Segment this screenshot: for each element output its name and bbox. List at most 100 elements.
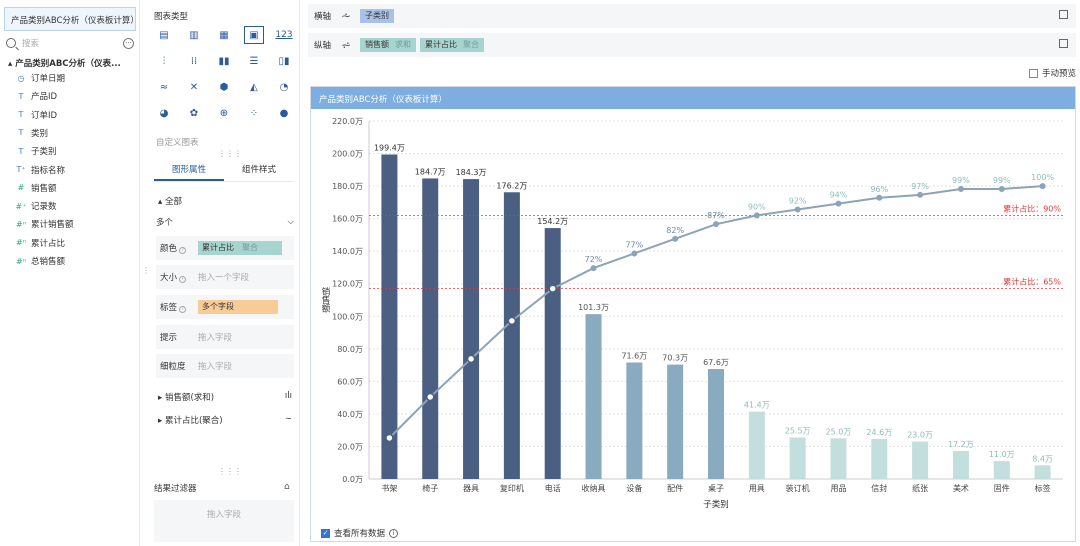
field-item[interactable]: #ⁿ 累计销售额 (14, 217, 74, 231)
y-tick-label: 180.0万 (332, 182, 363, 191)
pie-chart-icon[interactable]: ◕ (159, 107, 169, 119)
view-all-data[interactable]: ✓ 查看所有数据 i (321, 527, 399, 539)
size-property[interactable]: 大小? 拖入一个字段 (156, 265, 294, 289)
field-item[interactable]: # 销售额 (14, 181, 57, 195)
bar-value-label: 70.3万 (662, 354, 688, 363)
measure-sales-sum[interactable]: ▸ 销售额(求和) ılı (158, 391, 292, 403)
drag-handle-icon[interactable]: ⋮⋮⋮ (218, 149, 242, 158)
y-axis-field-pill-sales[interactable]: 销售额 求和 (360, 38, 416, 52)
custom-chart-label[interactable]: 自定义图表 (156, 138, 199, 148)
map-chart-icon[interactable]: ⊕ (219, 107, 229, 119)
tab-graphic-properties[interactable]: 图形属性 (154, 160, 224, 181)
filter-drop-zone[interactable]: 拖入字段 (154, 500, 294, 542)
result-filter-title: 结果过滤器 (154, 484, 197, 494)
field-item[interactable]: #ⁿ 累计占比 (14, 236, 65, 250)
help-icon: ? (179, 306, 187, 313)
color-field-pill[interactable]: 累计占比 聚合 (198, 241, 282, 255)
gauge-chart-icon[interactable]: ◔ (279, 81, 289, 93)
field-item[interactable]: T 子类别 (14, 144, 57, 158)
field-item[interactable]: T 产品ID (14, 89, 58, 103)
radar-line-icon[interactable]: ✕ (189, 81, 199, 93)
more-options-icon[interactable]: ··· (123, 37, 134, 49)
y-axis-shelf[interactable]: 纵轴 ⩫ 销售额 求和 累计占比 聚合 (308, 33, 1076, 57)
radar-chart-icon[interactable]: ⬢ (219, 81, 229, 93)
bar (503, 192, 520, 479)
cumulative-point (957, 186, 964, 193)
info-icon[interactable]: i (389, 528, 399, 538)
bar-value-label: 23.0万 (907, 431, 933, 440)
chevron-down-icon: ⌵ (287, 217, 294, 227)
cumulative-label: 90% (748, 202, 766, 211)
field-label: 累计销售额 (31, 220, 74, 231)
cumulative-point (917, 191, 924, 198)
table-chart-icon[interactable]: ▤ (159, 29, 169, 41)
tab-component-style[interactable]: 组件样式 (241, 165, 276, 175)
field-item[interactable]: ◷ 订单日期 (14, 71, 66, 85)
x-tick-label: 收纳具 (582, 483, 606, 493)
measure-axis-icon[interactable]: ⩫ (340, 38, 352, 52)
field-item[interactable]: T 类别 (14, 126, 48, 140)
bar-value-label: 11.0万 (989, 450, 1015, 459)
view-all-checkbox[interactable]: ✓ (321, 528, 330, 538)
label-field-pill[interactable]: 多个字段 (198, 300, 278, 314)
kpi-number-icon[interactable]: 123 (275, 30, 293, 40)
reference-line-label: 累计占比：65% (1003, 277, 1061, 287)
all-toggle[interactable]: ▴ 全部 (158, 197, 182, 207)
calc-field-icon: #ⁿ (16, 238, 26, 248)
number-type-icon: # (17, 183, 25, 193)
area-chart-icon[interactable]: ◭ (250, 81, 258, 93)
drag-handle-icon[interactable]: ⋮⋮⋮ (218, 467, 242, 476)
cumulative-point (631, 250, 638, 257)
field-item[interactable]: T⁺ 指标名称 (14, 163, 65, 177)
y-tick-label: 40.0万 (337, 410, 363, 419)
x-axis-shelf[interactable]: 横轴 ⩪ 子类别 (308, 4, 1076, 28)
line-chart-icon[interactable]: ≈ (159, 81, 169, 93)
tree-root[interactable]: ▴ 产品类别ABC分析（仪表... (8, 59, 121, 69)
chart-type-title: 图表类型 (154, 12, 189, 22)
x-tick-label: 书架 (381, 483, 397, 493)
y-tick-label: 20.0万 (337, 442, 363, 451)
cumulative-label: 99% (993, 176, 1011, 185)
bar-value-label: 8.4万 (1032, 454, 1053, 463)
cumulative-label: 97% (911, 182, 929, 191)
cumulative-label: 82% (666, 226, 684, 235)
auto-chart-icon[interactable]: ▣ (244, 26, 264, 44)
detail-table-icon[interactable]: ▦ (219, 29, 229, 41)
stacked-bar-icon[interactable]: ⁞⁞ (190, 55, 198, 67)
clock-icon: ◷ (17, 73, 25, 83)
lock-icon[interactable] (1059, 10, 1068, 19)
waterfall-icon[interactable]: ▯▮ (278, 55, 290, 67)
measure-cumulative-ratio[interactable]: ▸ 累计占比(聚合) ∼ (158, 414, 292, 426)
bubble-chart-icon[interactable]: ● (279, 107, 289, 119)
tooltip-property[interactable]: 提示 拖入字段 (156, 325, 294, 349)
x-axis-field-pill[interactable]: 子类别 (360, 9, 394, 23)
lock-icon[interactable] (1059, 39, 1068, 48)
manual-preview[interactable]: 手动预览 (1028, 67, 1076, 79)
rose-chart-icon[interactable]: ✿ (189, 107, 199, 119)
scatter-chart-icon[interactable]: ⁘ (249, 107, 259, 119)
multi-select[interactable]: 多个 ⌵ (156, 217, 294, 228)
x-tick-label: 配件 (667, 483, 683, 493)
chart-title: 产品类别ABC分析（仪表板计算） (311, 87, 1075, 109)
horizontal-bar-icon[interactable]: ☰ (249, 55, 259, 67)
cross-table-icon[interactable]: ▥ (189, 29, 199, 41)
field-item[interactable]: T 订单ID (14, 108, 58, 122)
y-axis-field-pill-cumulative[interactable]: 累计占比 聚合 (420, 38, 484, 52)
field-search[interactable]: 搜索 ··· (6, 35, 134, 51)
dimension-axis-icon[interactable]: ⩪ (340, 9, 352, 23)
manual-preview-checkbox[interactable] (1028, 68, 1038, 78)
datasource-tab[interactable]: 产品类别ABC分析（仪表板计算） (4, 7, 136, 31)
field-item[interactable]: #ⁿ 总销售额 (14, 254, 65, 268)
field-label: 订单日期 (31, 74, 66, 84)
color-property[interactable]: 颜色? 累计占比 聚合 (156, 236, 294, 260)
column-chart-icon[interactable]: ▮▮ (218, 55, 230, 67)
granularity-property[interactable]: 细粒度 拖入字段 (156, 354, 294, 378)
bar (544, 228, 561, 479)
search-input[interactable]: 搜索 (22, 39, 40, 49)
grouped-bar-icon[interactable]: ⫶ (162, 55, 166, 67)
field-item[interactable]: #⁺ 记录数 (14, 199, 57, 213)
lock-icon[interactable]: ⌂ (284, 482, 290, 492)
field-label: 类别 (31, 128, 49, 139)
label-property[interactable]: 标签? 多个字段 (156, 295, 294, 319)
cumulative-point (385, 433, 394, 443)
